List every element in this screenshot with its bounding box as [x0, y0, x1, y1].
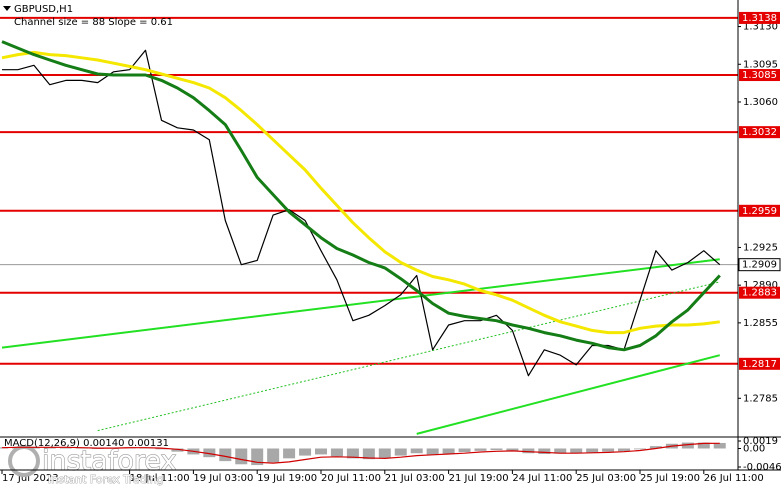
level-label-box: [739, 11, 780, 24]
macd-bar: [330, 448, 343, 457]
chart-title: GBPUSD,H1: [14, 4, 73, 15]
level-label-box: [739, 204, 780, 217]
x-tick-label: 24 Jul 11:00: [512, 473, 572, 484]
x-tick-label: 25 Jul 19:00: [640, 473, 700, 484]
macd-bar: [458, 448, 471, 453]
macd-bar: [59, 447, 72, 449]
macd-bar: [634, 448, 646, 450]
current-price-box: [738, 258, 781, 272]
level-label: 1.2817: [742, 359, 777, 370]
level-label: 1.3085: [742, 70, 777, 81]
macd-bar: [713, 442, 726, 449]
macd-bar: [267, 448, 280, 463]
tagline: Instant Forex Trading: [48, 473, 164, 486]
macd-bar: [378, 448, 391, 458]
macd-bar: [394, 448, 407, 456]
macd-bar: [602, 448, 615, 452]
level-label-box: [739, 69, 780, 82]
level-label: 1.2959: [742, 206, 777, 217]
trend-line: [1, 258, 720, 349]
symbol-arrow: [3, 6, 11, 11]
brand: instaforex: [42, 446, 176, 477]
macd-signal: [1, 442, 720, 464]
y-tick-label: -0.00469: [743, 462, 781, 473]
level-label-box: [739, 357, 780, 370]
macd-bar: [649, 446, 662, 449]
y-tick-label: 1.2785: [743, 393, 778, 404]
macd-bar: [91, 448, 104, 449]
macd-bar: [586, 448, 599, 453]
macd-bar: [203, 448, 216, 458]
y-tick-label: 1.3130: [743, 22, 778, 33]
level-label: 1.3138: [742, 13, 777, 24]
macd-bar: [570, 448, 583, 454]
macd-bar: [442, 448, 455, 454]
x-tick-label: 20 Jul 11:00: [321, 473, 381, 484]
trend-line: [97, 281, 720, 432]
x-tick-label: 18 Jul 11:00: [130, 473, 190, 484]
y-tick-label: 0.0019: [743, 436, 778, 447]
macd-bar: [43, 447, 56, 449]
macd-bar: [697, 442, 710, 449]
x-tick-label: 25 Jul 03:00: [576, 473, 636, 484]
macd-bar: [362, 448, 375, 460]
macd-bar: [283, 448, 296, 459]
x-tick-label: 21 Jul 03:00: [385, 473, 445, 484]
x-tick-label: 26 Jul 11:00: [704, 473, 764, 484]
level-label-box: [739, 286, 780, 299]
macd-bar: [474, 448, 487, 451]
macd-bar: [155, 448, 168, 450]
y-tick-label: 1.2890: [743, 280, 778, 291]
y-tick-label: 1.2855: [743, 318, 778, 329]
macd-title: MACD(12,26,9) 0.00140 0.00131: [4, 438, 169, 449]
macd-bar: [346, 448, 359, 459]
level-label: 1.3032: [742, 127, 777, 138]
macd-bar: [426, 448, 439, 455]
x-tick-label: 19 Jul 03:00: [193, 473, 253, 484]
y-tick-label: 1.3095: [743, 59, 778, 70]
macd-bar: [554, 448, 567, 454]
macd-bar: [490, 448, 503, 451]
y-tick-label: 1.2925: [743, 242, 778, 253]
level-label: 1.2883: [742, 288, 777, 299]
macd-bar: [506, 448, 519, 451]
macd-bar: [618, 448, 631, 452]
price-line: [1, 50, 720, 335]
macd-bar: [522, 448, 535, 454]
macd-bar: [315, 448, 327, 455]
macd-bar: [538, 448, 551, 455]
macd-bar: [299, 448, 312, 456]
level-label-box: [739, 126, 780, 139]
macd-bar: [235, 448, 248, 465]
macd-bar: [410, 448, 423, 454]
price-line: [1, 40, 721, 352]
y-tick-label: 1.3060: [743, 97, 778, 108]
x-tick-label: 19 Jul 19:00: [257, 473, 317, 484]
trend-line: [416, 354, 721, 435]
macd-bar: [75, 448, 88, 449]
chart-subtitle: Channel size = 88 Slope = 0.61: [14, 17, 173, 28]
macd-bar: [171, 448, 184, 452]
macd-bar: [681, 442, 694, 449]
macd-bar: [251, 448, 264, 466]
x-tick-label: 17 Jul 2023: [2, 473, 59, 484]
current-price-label: 1.2909: [742, 260, 777, 271]
x-tick-label: 21 Jul 19:00: [449, 473, 509, 484]
y-tick-label: 0.00: [743, 443, 765, 454]
logo-mark: [15, 448, 33, 467]
macd-bar: [219, 448, 232, 462]
